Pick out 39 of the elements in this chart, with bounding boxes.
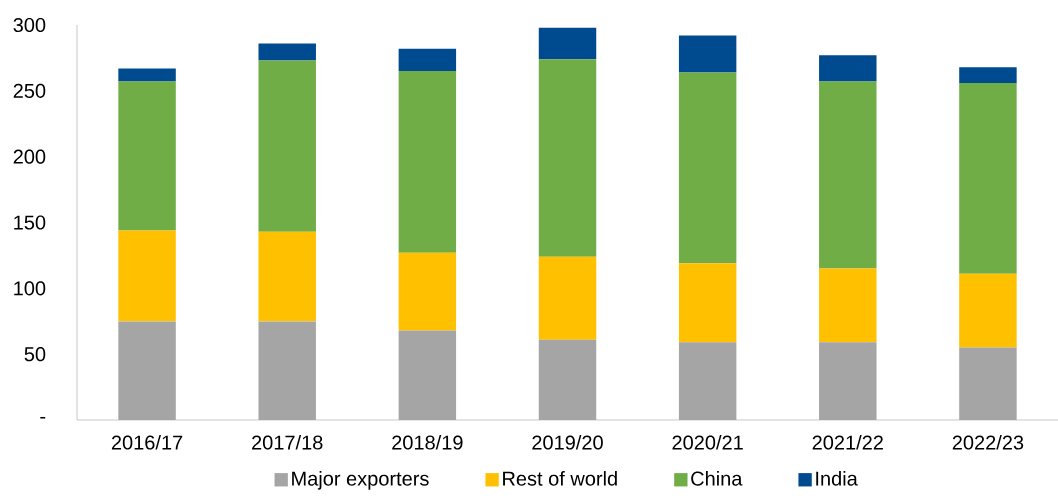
bar (819, 268, 877, 343)
bar (398, 48, 457, 72)
x-tick-label: 2019/20 (532, 434, 603, 450)
legend-label: Major exporters (292, 471, 429, 490)
bar (678, 35, 737, 73)
bar (118, 230, 176, 322)
bar (538, 256, 597, 340)
bar (258, 231, 316, 322)
x-tick-label: 2021/22 (812, 434, 883, 450)
y-tick-label: 200 (13, 149, 46, 164)
y-tick-label: 250 (13, 83, 46, 98)
bar (258, 43, 316, 61)
x-tick-label: 2018/19 (392, 434, 463, 450)
y-tick-label: 150 (14, 215, 46, 230)
y-tick-label: - (40, 416, 46, 419)
bar (959, 273, 1017, 348)
legend-label: China (691, 471, 743, 486)
x-tick-label: 2020/21 (672, 434, 743, 450)
legend-label: Rest of world (503, 471, 617, 486)
bar (959, 82, 1017, 274)
bar (538, 59, 597, 257)
bar (678, 72, 737, 264)
bar (258, 60, 316, 232)
x-tick-label: 2016/17 (111, 434, 183, 450)
bar (819, 81, 877, 269)
bar (959, 67, 1017, 83)
y-tick-label: 50 (24, 347, 46, 362)
bar (398, 71, 457, 253)
bar (538, 27, 597, 60)
bar (678, 263, 737, 343)
y-tick-label: 300 (13, 17, 46, 33)
legend-label: India (816, 471, 858, 486)
bar (118, 81, 176, 231)
bar (118, 68, 176, 82)
x-tick-label: 2017/18 (252, 434, 323, 450)
x-tick-label: 2022/23 (952, 434, 1024, 450)
y-tick-label: 100 (14, 281, 46, 296)
bar (819, 55, 877, 82)
bar (398, 252, 457, 331)
